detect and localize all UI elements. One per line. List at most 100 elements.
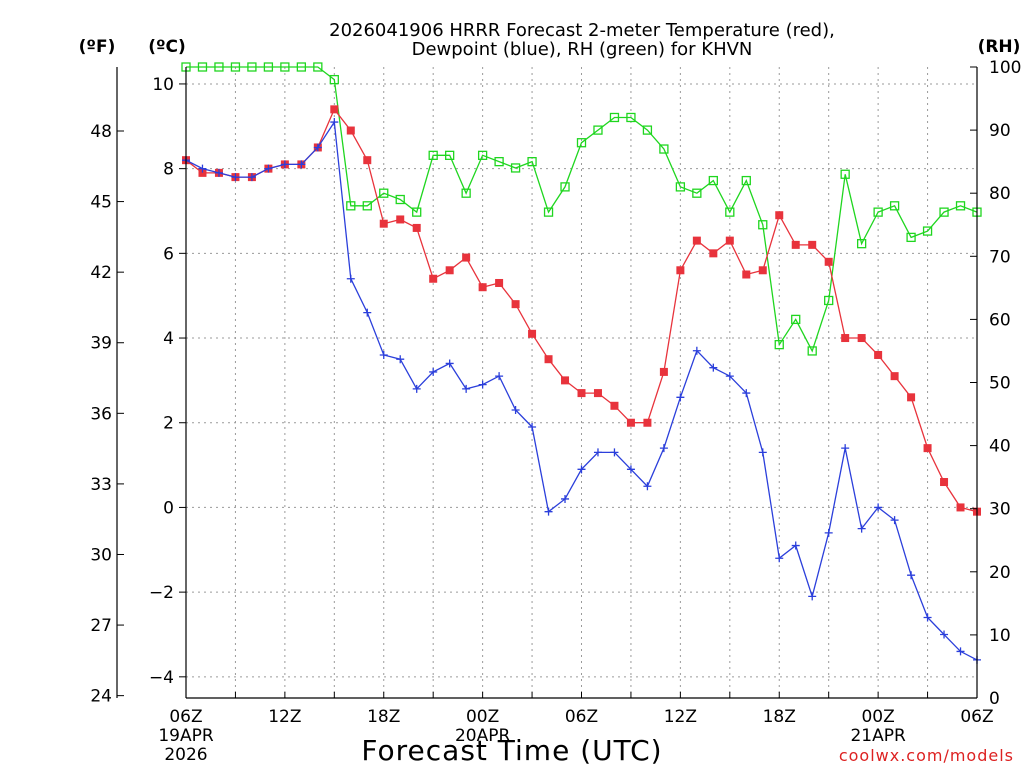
rh-point [922, 226, 933, 236]
temperature-point [478, 283, 487, 292]
dewpoint-point [808, 592, 817, 601]
dewpoint-point [659, 444, 668, 453]
temperature-point [907, 393, 916, 402]
rh-point [824, 295, 834, 306]
temperature-point [758, 266, 767, 275]
x-tick-label: 06Z [565, 707, 598, 727]
dewpoint-point [561, 494, 570, 503]
fahrenheit-unit-label: (ºF) [79, 37, 116, 57]
dewpoint-point [297, 160, 306, 169]
x-axis-title: Forecast Time (UTC) [361, 734, 662, 767]
dewpoint-point [429, 367, 438, 376]
rh-point [692, 188, 702, 198]
rh-point [576, 138, 587, 148]
rh-point [329, 74, 339, 85]
rh-point [362, 201, 372, 211]
x-tick-date-label: 20APR [455, 726, 511, 746]
fahrenheit-tick-label: 33 [90, 475, 112, 495]
fahrenheit-tick-label: 27 [90, 616, 112, 636]
temperature-point [791, 240, 800, 249]
rh-tick-label: 100 [989, 58, 1021, 78]
dewpoint-point [758, 448, 767, 457]
temperature-point [396, 215, 405, 224]
celsius-tick-label: −2 [149, 583, 174, 603]
rh-point [906, 232, 916, 243]
dewpoint-point [742, 389, 751, 398]
dewpoint-point [956, 647, 965, 656]
temperature-point [890, 372, 899, 381]
rh-tick-label: 0 [989, 689, 1000, 709]
dewpoint-point [874, 503, 883, 512]
dewpoint-point [775, 554, 784, 563]
dewpoint-point [478, 380, 487, 389]
temperature-point [659, 367, 668, 376]
rh-line [186, 66, 978, 353]
fahrenheit-tick-label: 36 [90, 404, 112, 424]
dewpoint-point [857, 524, 866, 533]
dewpoint-point [725, 372, 734, 381]
rh-point [593, 125, 603, 135]
rh-point [412, 207, 422, 217]
temperature-point [857, 334, 866, 343]
rh-point [741, 175, 751, 186]
dewpoint-point [495, 372, 504, 381]
celsius-tick-label: 10 [152, 75, 174, 95]
temperature-point [940, 478, 949, 487]
temperature-point [412, 223, 421, 232]
x-tick-label: 00Z [861, 707, 894, 727]
dewpoint-point [841, 444, 850, 453]
dewpoint-point [247, 173, 256, 182]
dewpoint-point [676, 393, 685, 402]
rh-point [214, 62, 224, 72]
rh-point [494, 156, 504, 167]
temperature-point [198, 168, 207, 177]
rh-point [346, 201, 356, 211]
temperature-point [346, 126, 355, 135]
rh-tick-label: 30 [989, 500, 1011, 520]
temperature-point [692, 236, 701, 245]
x-tick-label: 06Z [960, 707, 993, 727]
rh-point [955, 201, 966, 211]
celsius-tick-label: 0 [163, 498, 174, 518]
rh-point [296, 62, 307, 72]
rh-point [379, 188, 389, 198]
dewpoint-point [214, 168, 223, 177]
dewpoint-point [544, 507, 553, 516]
temperature-point [742, 270, 751, 279]
rh-point [708, 175, 718, 186]
rh-tick-label: 90 [989, 121, 1011, 141]
rh-point [873, 207, 883, 217]
rh-tick-label: 20 [989, 563, 1011, 583]
celsius-tick-label: 8 [163, 160, 174, 180]
dewpoint-point [280, 160, 289, 169]
dewpoint-point [330, 118, 339, 127]
dewpoint-point [643, 482, 652, 491]
dewpoint-point [528, 422, 537, 431]
dewpoint-point [626, 465, 635, 474]
temperature-point [528, 329, 537, 338]
rh-tick-label: 50 [989, 374, 1011, 394]
rh-point [247, 62, 257, 72]
dewpoint-point [313, 143, 322, 152]
rh-point [313, 62, 323, 72]
temperature-point [626, 418, 635, 427]
temperature-point [725, 236, 734, 245]
temperature-point [593, 389, 602, 398]
rh-point [510, 163, 521, 173]
dewpoint-point [445, 359, 454, 368]
temperature-point [824, 257, 833, 266]
temperature-point [561, 376, 570, 385]
x-tick-date-label: 21APR [850, 726, 906, 746]
dewpoint-point [346, 274, 355, 283]
watermark-text: coolwx.com/models [839, 746, 1014, 765]
dewpoint-point [923, 613, 932, 622]
x-tick-label: 12Z [268, 707, 301, 727]
temperature-point [923, 444, 932, 453]
temperature-point [841, 334, 850, 343]
fahrenheit-tick-label: 42 [90, 263, 112, 283]
rh-point [461, 188, 471, 198]
rh-point [395, 194, 405, 205]
fahrenheit-tick-label: 48 [90, 122, 112, 142]
dewpoint-point [593, 448, 602, 457]
x-tick-label: 12Z [664, 707, 697, 727]
